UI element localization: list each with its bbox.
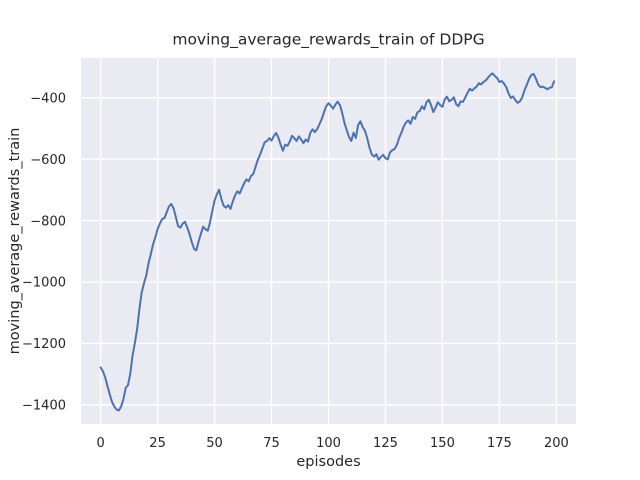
- x-tick-label: 0: [96, 436, 104, 451]
- y-tick-labels: −400 −600 −800 −1000 −1200 −1400: [22, 91, 66, 413]
- x-tick-label: 25: [149, 436, 166, 451]
- grid-lines: [81, 58, 576, 424]
- x-tick-label: 100: [316, 436, 341, 451]
- x-tick-label: 125: [373, 436, 398, 451]
- x-tick-label: 150: [430, 436, 455, 451]
- x-axis-label: episodes: [296, 454, 360, 470]
- y-tick-label: −1000: [22, 276, 66, 291]
- x-tick-label: 75: [263, 436, 280, 451]
- y-axis-label: moving_average_rewards_train: [7, 128, 23, 355]
- y-tick-label: −1400: [22, 399, 66, 414]
- y-tick-label: −800: [30, 214, 66, 229]
- series-line-moving-average: [99, 72, 556, 412]
- x-tick-labels: 0 25 50 75 100 125 150 175 200: [96, 436, 568, 451]
- y-tick-label: −1200: [22, 337, 66, 352]
- x-tick-label: 175: [487, 436, 512, 451]
- x-tick-label: 50: [206, 436, 223, 451]
- y-tick-label: −400: [30, 91, 66, 106]
- y-tick-label: −600: [30, 153, 66, 168]
- x-tick-label: 200: [544, 436, 569, 451]
- chart-title: moving_average_rewards_train of DDPG: [172, 31, 484, 50]
